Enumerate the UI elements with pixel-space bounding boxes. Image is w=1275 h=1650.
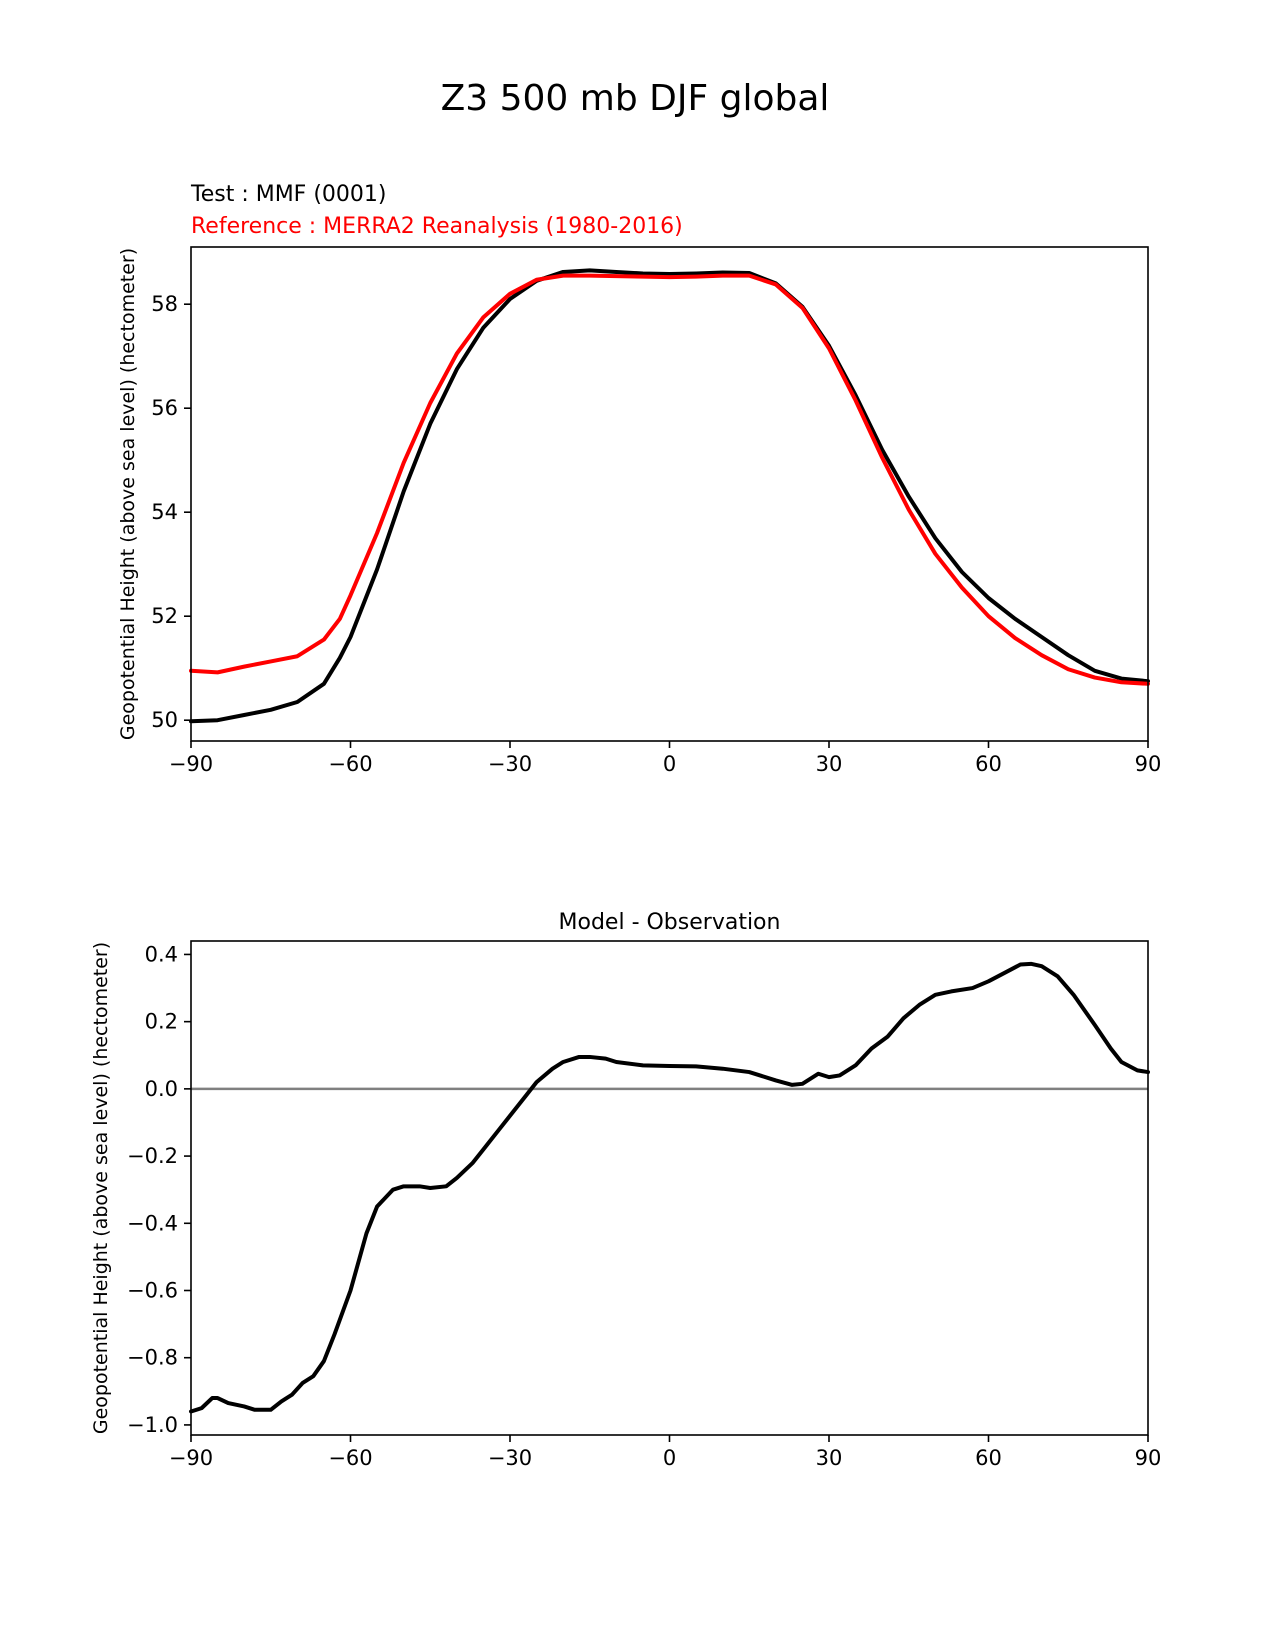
figure-title: Z3 500 mb DJF global bbox=[441, 78, 830, 119]
legend-text-0: Test : MMF (0001) bbox=[190, 182, 387, 207]
y-axis-label: Geopotential Height (above sea level) (h… bbox=[90, 942, 112, 1434]
y-tick-label: 56 bbox=[151, 396, 178, 420]
y-axis-label: Geopotential Height (above sea level) (h… bbox=[117, 248, 139, 740]
x-tick-label: 60 bbox=[975, 1446, 1002, 1470]
y-tick-label: 0.4 bbox=[145, 942, 178, 966]
y-tick-label: −0.8 bbox=[127, 1346, 178, 1370]
x-tick-label: −30 bbox=[488, 1446, 532, 1470]
x-tick-label: 0 bbox=[663, 1446, 676, 1470]
x-tick-label: 90 bbox=[1135, 752, 1162, 776]
x-tick-label: −90 bbox=[169, 1446, 213, 1470]
y-tick-label: 58 bbox=[151, 292, 178, 316]
x-tick-label: 30 bbox=[816, 1446, 843, 1470]
y-tick-label: −1.0 bbox=[127, 1413, 178, 1437]
x-tick-label: 30 bbox=[816, 752, 843, 776]
series-line-1 bbox=[189, 273, 1150, 686]
x-tick-label: −60 bbox=[328, 1446, 372, 1470]
x-tick-label: −30 bbox=[488, 752, 532, 776]
x-tick-label: 0 bbox=[663, 752, 676, 776]
difference-chart: −90 −60 −30 0 30 60 90 −1.0 −0.8 −0.6 −0.4 −0.2 0.0 0… bbox=[90, 910, 1161, 1470]
x-tick-label: −90 bbox=[169, 752, 213, 776]
series-line-0 bbox=[189, 961, 1150, 1414]
y-tick-label: −0.6 bbox=[127, 1278, 178, 1302]
top-chart: −90 −60 −30 0 30 60 90 50 52 54 56 58 Geopotential H… bbox=[117, 182, 1161, 776]
x-tick-label: −60 bbox=[328, 752, 372, 776]
legend-text-1: Reference : MERRA2 Reanalysis (1980-2016… bbox=[191, 214, 683, 239]
y-tick-label: 0.2 bbox=[145, 1010, 178, 1034]
series-line-0 bbox=[189, 268, 1150, 724]
y-tick-label: −0.2 bbox=[127, 1144, 178, 1168]
y-tick-label: 52 bbox=[151, 604, 178, 628]
y-tick-label: 54 bbox=[151, 500, 178, 524]
y-tick-label: 0.0 bbox=[145, 1077, 178, 1101]
y-tick-label: −0.4 bbox=[127, 1211, 178, 1235]
x-tick-label: 60 bbox=[975, 752, 1002, 776]
x-tick-label: 90 bbox=[1135, 1446, 1162, 1470]
y-tick-label: 50 bbox=[151, 708, 178, 732]
chart-title: Model - Observation bbox=[559, 910, 781, 935]
